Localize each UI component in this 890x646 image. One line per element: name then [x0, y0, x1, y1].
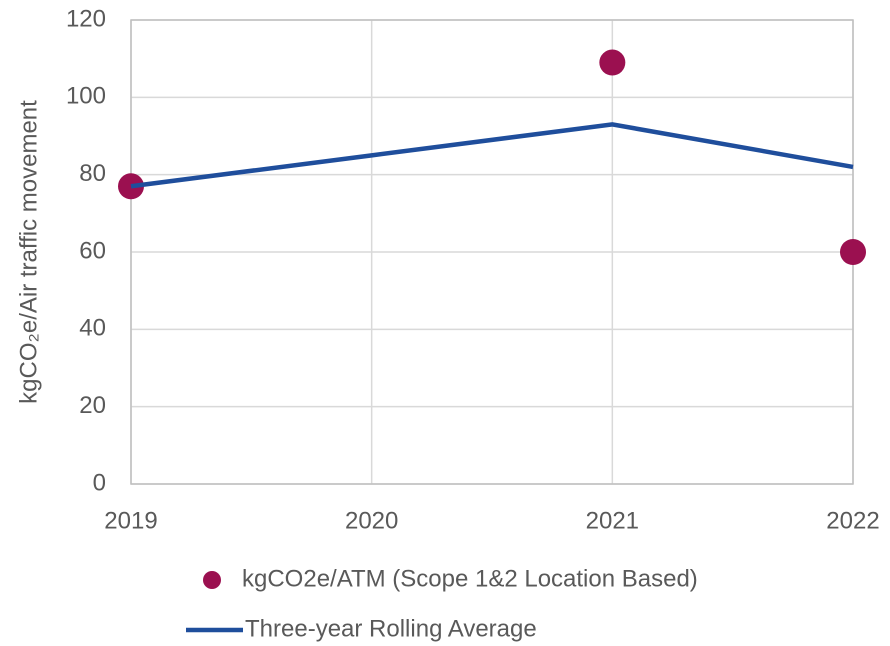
y-tick-label: 20: [79, 392, 106, 419]
scatter-point: [599, 49, 626, 76]
x-tick-label: 2019: [104, 507, 157, 534]
y-tick-label: 120: [66, 5, 106, 32]
y-tick-label: 100: [66, 83, 106, 110]
x-tick-label: 2022: [826, 507, 879, 534]
x-tick-label: 2021: [586, 507, 639, 534]
y-tick-label: 60: [79, 237, 106, 264]
scatter-point: [840, 239, 866, 265]
y-axis-label: kgCO₂e/Air traffic movement: [15, 100, 42, 404]
legend-label: kgCO2e/ATM (Scope 1&2 Location Based): [242, 565, 698, 592]
legend-label: Three-year Rolling Average: [245, 615, 537, 642]
legend-marker: [203, 571, 221, 589]
y-tick-label: 0: [93, 469, 106, 496]
y-tick-label: 40: [79, 315, 106, 342]
line: [130, 122, 854, 189]
x-tick-label: 2020: [345, 507, 398, 534]
y-tick-label: 80: [79, 160, 106, 187]
